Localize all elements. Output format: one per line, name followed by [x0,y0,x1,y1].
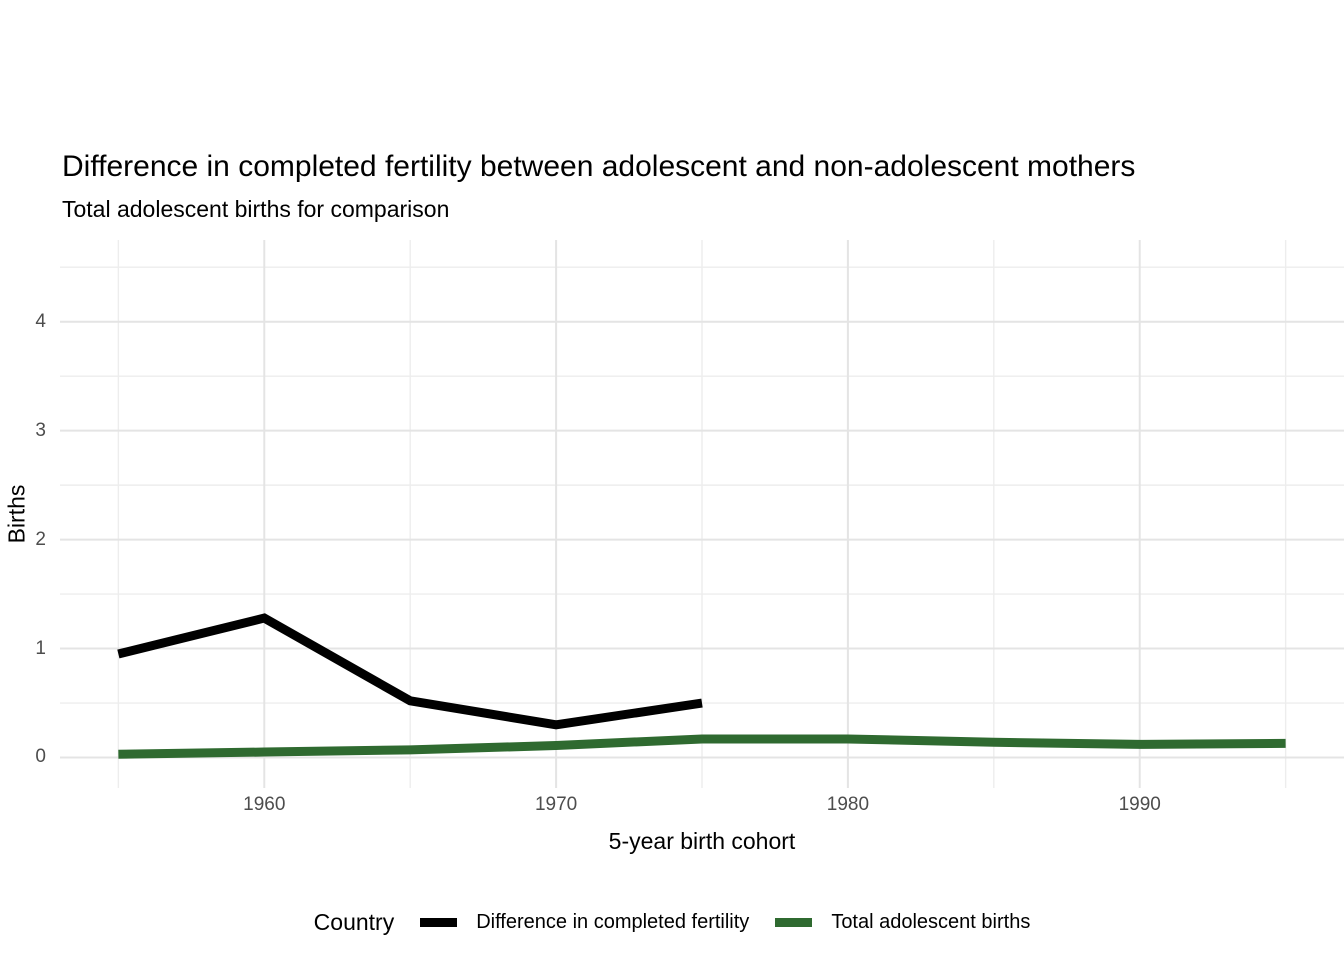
x-tick-label: 1980 [826,794,870,815]
y-tick-label: 4 [35,310,46,332]
legend-item: Total adolescent births [775,911,1030,934]
y-tick-label: 2 [35,528,46,550]
series-line-1 [118,734,1286,759]
legend-swatch-icon [420,917,458,927]
legend: Country Difference in completed fertilit… [0,900,1344,944]
chart-subtitle: Total adolescent births for comparison [62,196,450,222]
series-line-0 [117,613,703,730]
legend-swatch-icon [775,917,813,927]
legend-item-label: Total adolescent births [831,910,1031,933]
x-tick-label: 1990 [1118,794,1161,815]
y-tick-label: 0 [35,746,46,768]
y-tick-label: 3 [35,419,46,441]
chart-title: Difference in completed fertility betwee… [62,150,1136,183]
y-axis-title: Births [3,484,30,544]
y-tick-label: 1 [35,637,46,659]
legend-items: Difference in completed fertility Total a… [420,911,1030,934]
x-axis-title: 5-year birth cohort [608,828,796,854]
legend-title: Country [313,908,395,935]
x-tick-label: 1970 [534,794,578,815]
x-tick-label: 1960 [243,794,286,815]
legend-item: Difference in completed fertility [420,911,749,934]
legend-item-label: Difference in completed fertility [476,910,750,933]
